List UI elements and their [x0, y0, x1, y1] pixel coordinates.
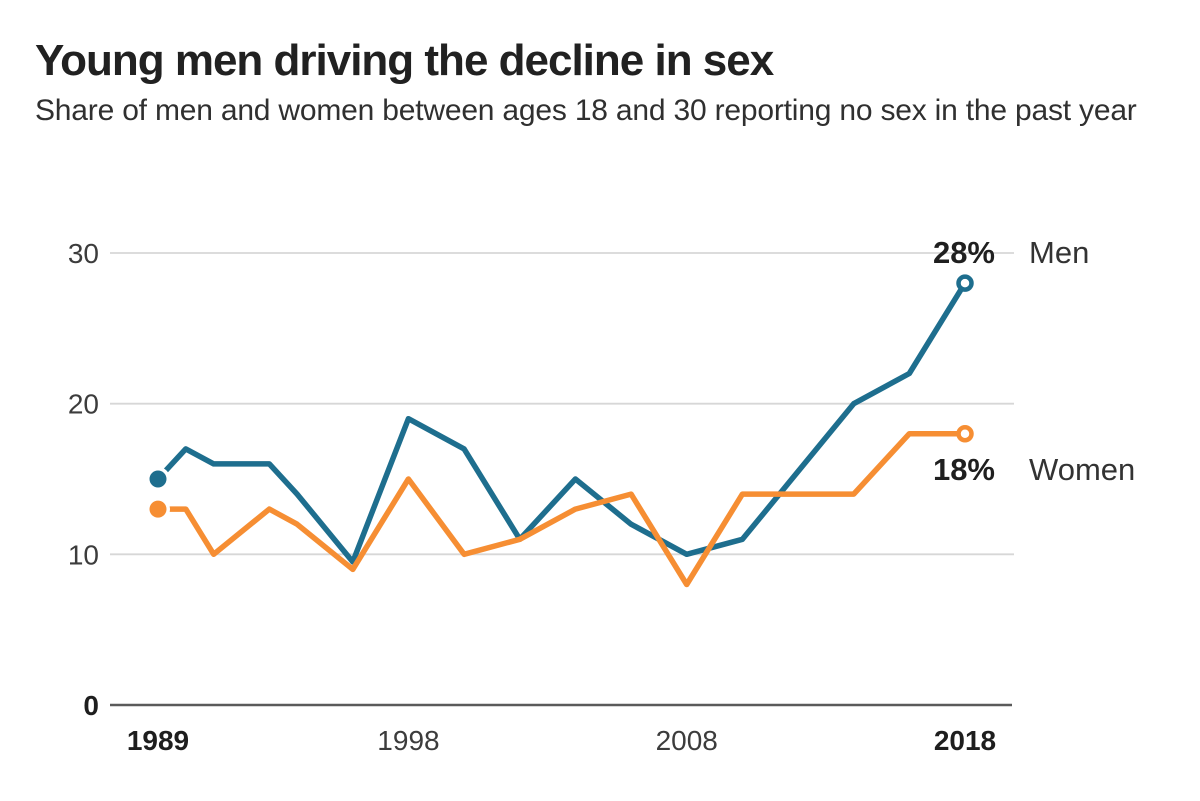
- men-start-marker: [149, 470, 167, 488]
- men-end-marker: [956, 274, 974, 292]
- men-line: [155, 281, 968, 565]
- women-line: [158, 431, 965, 588]
- x-tick-label-1998: 1998: [377, 725, 439, 756]
- women-start-marker: [149, 500, 167, 518]
- women-series-label: Women: [1029, 452, 1136, 487]
- men-end-value-label: 28%: [932, 235, 995, 270]
- men-series-label: Men: [1029, 235, 1090, 270]
- y-tick-label-0: 0: [83, 690, 99, 721]
- x-tick-label-1989: 1989: [127, 725, 189, 756]
- y-tick-label-10: 10: [68, 539, 99, 570]
- women-end-value-label: 18%: [932, 452, 995, 487]
- chart-title: Young men driving the decline in sex: [35, 36, 774, 85]
- x-tick-label-2018: 2018: [934, 725, 996, 756]
- women-end-marker: [956, 425, 974, 443]
- chart-subtitle: Share of men and women between ages 18 a…: [35, 94, 1137, 127]
- x-tick-label-2008: 2008: [656, 725, 718, 756]
- y-tick-label-20: 20: [68, 389, 99, 420]
- y-tick-label-30: 30: [68, 238, 99, 269]
